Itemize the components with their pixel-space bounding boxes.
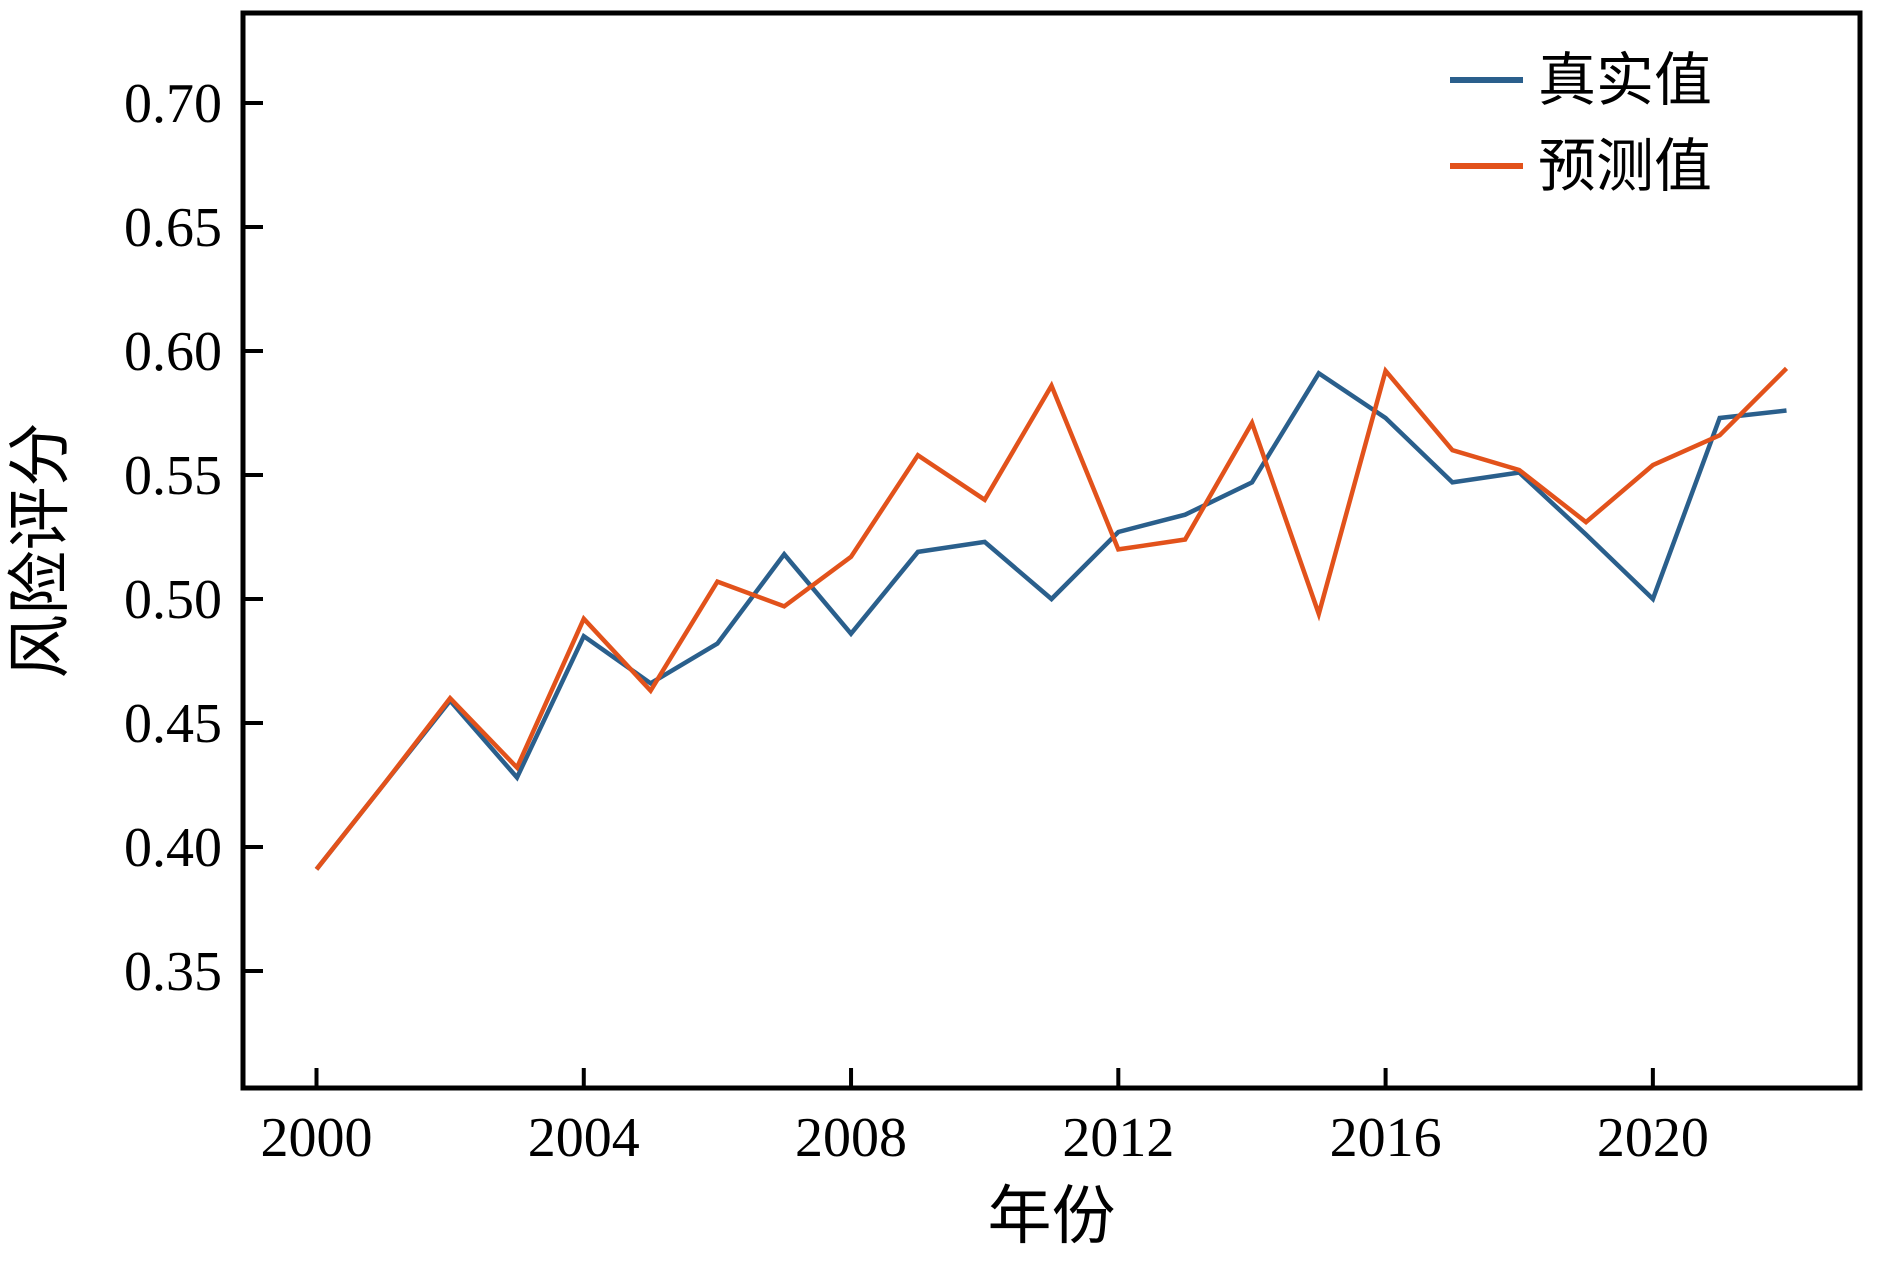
x-tick-label: 2016 (1330, 1107, 1442, 1169)
plot-frame (240, 10, 1863, 1091)
y-axis-tick-labels: 0.35 0.40 0.45 0.50 0.55 0.60 0.65 0.70 (124, 73, 222, 1003)
x-axis-tick-labels: 2000 2004 2008 2012 2016 2020 (261, 1107, 1709, 1169)
y-tick-label: 0.35 (124, 941, 222, 1003)
y-tick-label: 0.55 (124, 445, 222, 507)
y-axis-title: 风险评分 (5, 423, 76, 679)
x-axis-title: 年份 (988, 1181, 1116, 1252)
y-axis-ticks (243, 101, 263, 973)
x-tick-label: 2020 (1597, 1107, 1709, 1169)
x-tick-label: 2008 (795, 1107, 907, 1169)
true-value-line (314, 370, 1787, 871)
y-tick-label: 0.40 (124, 817, 222, 879)
x-tick-label: 2004 (528, 1107, 640, 1169)
legend: 真实值 预测值 (1450, 48, 1712, 199)
y-tick-label: 0.65 (124, 197, 222, 259)
legend-pred-label: 预测值 (1538, 134, 1712, 199)
y-tick-label: 0.50 (124, 569, 222, 631)
y-tick-label: 0.60 (124, 321, 222, 383)
x-tick-label: 2000 (261, 1107, 373, 1169)
legend-true-label: 真实值 (1538, 48, 1712, 113)
y-tick-label: 0.45 (124, 693, 222, 755)
y-tick-label: 0.70 (124, 73, 222, 135)
x-tick-label: 2012 (1062, 1107, 1174, 1169)
x-axis-ticks (314, 1068, 1655, 1088)
predicted-value-line (314, 366, 1789, 871)
